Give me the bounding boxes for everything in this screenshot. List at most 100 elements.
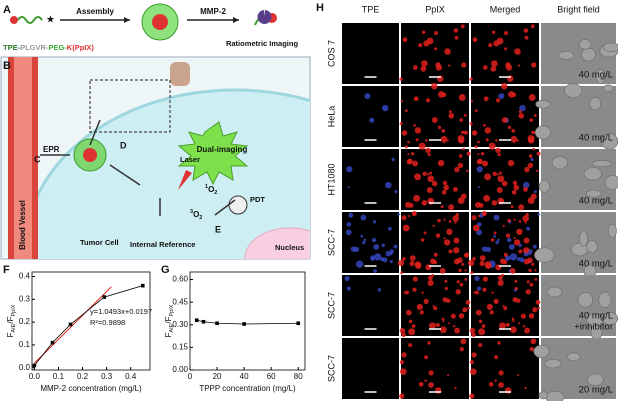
tpe-signal xyxy=(498,93,505,100)
ppix-signal xyxy=(516,228,523,235)
ppix-signal xyxy=(448,322,451,325)
ppix-signal xyxy=(535,299,541,305)
ppix-signal xyxy=(439,326,447,334)
column-header: TPE xyxy=(362,4,380,14)
oxygen-sup: 3 xyxy=(190,209,193,215)
row-label: SCC-7 xyxy=(326,229,336,256)
ppix-signal xyxy=(471,352,477,358)
tpe-signal xyxy=(507,237,512,243)
tpe-signal xyxy=(385,181,392,189)
x-tick-label: 20 xyxy=(213,372,222,381)
ppix-signal xyxy=(399,327,406,334)
micrograph xyxy=(342,212,399,273)
cell-outline xyxy=(581,47,596,62)
ppix-signal xyxy=(477,140,480,144)
ppix-signal xyxy=(427,341,431,345)
ppix-signal xyxy=(516,139,519,142)
ppix-signal xyxy=(411,210,417,216)
sequence: TPE-PLGVR-PEG-K(PpIX) xyxy=(3,43,94,52)
ppix-signal xyxy=(466,151,471,156)
ppix-signal xyxy=(426,173,430,176)
dose-label: 20 mg/L xyxy=(579,385,613,396)
ppix-signal xyxy=(482,160,489,167)
cell-outline xyxy=(535,99,551,109)
ppix-signal xyxy=(478,328,486,336)
ppix-signal xyxy=(471,130,478,136)
y-label-part: F xyxy=(6,332,15,337)
ppix-signal xyxy=(511,128,516,133)
ppix-signal xyxy=(507,218,511,223)
dose-label: 40 mg/L xyxy=(579,133,613,144)
ppix-signal xyxy=(486,303,493,311)
ppix-signal xyxy=(503,252,508,257)
internal-label: Internal Reference xyxy=(130,240,195,249)
ppix-signal xyxy=(527,135,535,143)
ppix-signal xyxy=(415,138,419,142)
oxygen-sup: 1 xyxy=(205,184,208,190)
ppix-signal xyxy=(482,276,488,282)
data-point xyxy=(242,322,246,326)
row-label: COS 7 xyxy=(326,40,336,67)
ppix-signal xyxy=(435,322,440,328)
ppix-signal xyxy=(413,194,421,202)
oxygen-sub: 2 xyxy=(214,190,217,196)
ppix-signal xyxy=(440,205,444,209)
ppix-signal xyxy=(400,99,403,103)
ppix-signal xyxy=(463,130,468,135)
ppix-signal xyxy=(467,259,475,267)
ppix-signal xyxy=(401,332,406,338)
ppix-signal xyxy=(505,322,510,328)
ppix-signal xyxy=(433,306,438,311)
ppix-signal xyxy=(471,332,476,338)
x-tick-label: 80 xyxy=(294,372,303,381)
ppix-signal xyxy=(442,320,445,323)
ppix-signal xyxy=(491,200,498,206)
ppix-signal xyxy=(427,279,434,287)
ppix-signal xyxy=(457,162,464,169)
ppix-signal xyxy=(448,249,453,254)
ppix-signal xyxy=(407,140,410,144)
ppix-signal xyxy=(435,64,443,71)
ppix-signal xyxy=(523,247,530,254)
plot-frame xyxy=(31,271,151,371)
ppix-signal xyxy=(457,197,465,205)
tpe-signal xyxy=(348,212,354,218)
cell-outline xyxy=(602,42,618,52)
probe-chain xyxy=(17,16,43,24)
ppix-signal xyxy=(496,187,503,194)
ppix-signal xyxy=(505,64,513,71)
tpe-signal xyxy=(346,286,351,291)
cell-outline xyxy=(585,189,602,198)
micrograph xyxy=(471,86,539,147)
ppix-signal xyxy=(452,325,456,328)
ppix-signal xyxy=(455,289,461,295)
tpe-signal xyxy=(364,93,371,100)
ppix-signal xyxy=(477,153,480,156)
ppix-signal xyxy=(421,148,424,151)
ppix-signal xyxy=(427,275,433,281)
ppix-signal xyxy=(474,290,479,295)
tpe-signal xyxy=(382,257,388,263)
ppix-signal xyxy=(434,47,438,51)
assembly-core xyxy=(152,14,168,30)
ppix-signal xyxy=(435,233,441,238)
ppix-signal xyxy=(465,252,469,256)
tpe-signal xyxy=(373,253,382,261)
bright-field xyxy=(541,212,616,273)
y-axis-label: FAIE/FPpIX xyxy=(6,304,17,337)
ppix-signal xyxy=(434,387,442,394)
mmp-icon xyxy=(257,10,272,24)
ppix-signal xyxy=(474,109,478,113)
ppix-signal xyxy=(401,215,407,221)
tpe-signal xyxy=(371,237,377,243)
x-tick-label: 0 xyxy=(188,372,193,381)
ppix-signal xyxy=(478,319,483,324)
tpe-signal xyxy=(346,166,353,173)
tpe-signal xyxy=(477,286,482,291)
nanoparticle-core xyxy=(83,148,97,162)
ppix-signal xyxy=(534,269,537,272)
ppix-signal xyxy=(523,237,530,244)
data-point xyxy=(201,319,206,324)
cell-outline xyxy=(551,156,568,170)
